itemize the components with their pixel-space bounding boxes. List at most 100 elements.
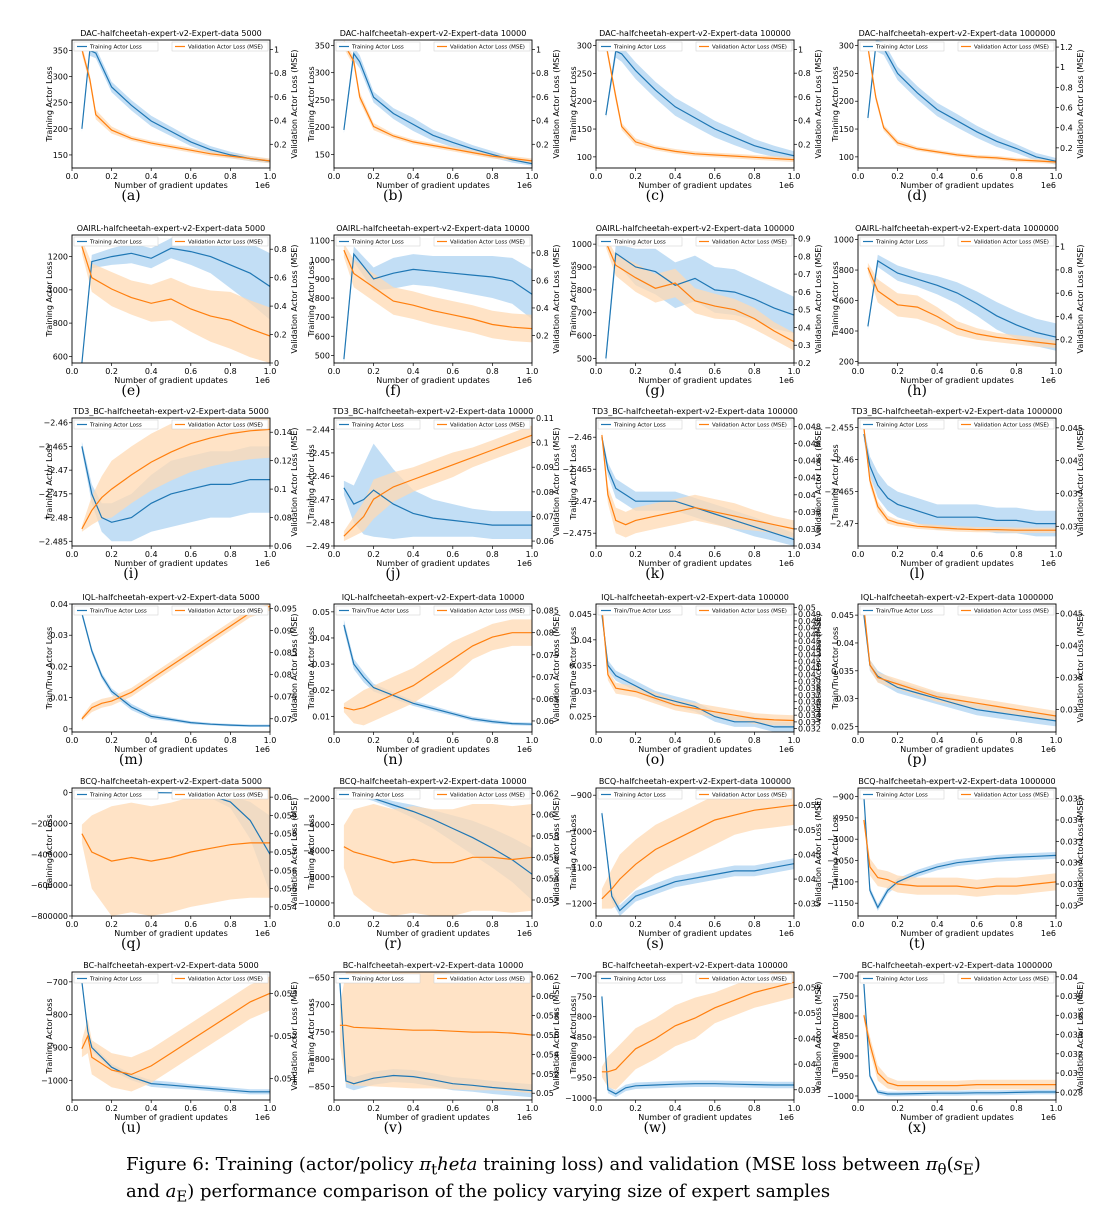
y-tick-label: 1100 xyxy=(310,237,330,246)
chart-svg: 0.0 0.2 0.4 0.6 0.8 1.0 −850 −800 −750 −700 −650 0.… xyxy=(307,961,561,1122)
x-tick-label: 0.2 xyxy=(629,172,642,181)
chart-panel: 0.0 0.2 0.4 0.6 0.8 1.0 500 600 700 800 900 1000 0.2… xyxy=(524,213,823,409)
x-tick-label: 0.8 xyxy=(224,550,237,559)
x-tick-label: 0.4 xyxy=(145,1104,158,1113)
y-tick-label: −950 xyxy=(570,1074,592,1083)
x-tick-label: 0.4 xyxy=(145,920,158,929)
y-tick-label: 350 xyxy=(315,41,330,50)
training-loss-line xyxy=(863,796,1056,909)
validation-loss-line xyxy=(605,241,794,343)
y2-tick-label: 0.4 xyxy=(798,117,811,126)
y-tick-label: −2000 xyxy=(303,794,330,803)
training-loss-line xyxy=(81,247,270,363)
y2-tick-label: 0.2 xyxy=(1060,144,1073,153)
y2-tick-label: 0.038 xyxy=(1060,992,1083,1001)
x-axis-label: Number of gradient updates xyxy=(376,559,490,568)
y2-tick-label: 0.8 xyxy=(1060,266,1073,275)
legend-label-val: Validation Actor Loss (MSE) xyxy=(712,977,787,983)
validation-loss-line xyxy=(863,427,1056,531)
y-tick-label: −800 xyxy=(308,1055,330,1064)
y-tick-label: 0.04 xyxy=(50,600,68,609)
y2-tick-label: 0.044 xyxy=(798,457,821,466)
y-tick-label: −2.48 xyxy=(305,519,330,528)
y-tick-label: −2.47 xyxy=(567,497,592,506)
training-loss-band xyxy=(605,44,794,161)
x-tick-label: 0.4 xyxy=(669,367,682,376)
validation-loss-line xyxy=(601,435,794,530)
x-tick-label: 0.8 xyxy=(486,367,499,376)
chart-svg: 0.0 0.2 0.4 0.6 0.8 1.0 0.025 0.03 0.035 0.04 0.04… xyxy=(831,593,1085,754)
y2-tick-label: 0.6 xyxy=(536,276,549,285)
x-tick-label: 0.0 xyxy=(852,1104,865,1113)
y2-tick-label: 1 xyxy=(536,45,541,54)
plot-area xyxy=(81,238,270,363)
training-loss-line xyxy=(343,252,532,360)
y-tick-label: 150 xyxy=(53,151,68,160)
y-tick-label: −850 xyxy=(308,1082,330,1091)
y-tick-label: 250 xyxy=(839,69,854,78)
legend-label-val: Validation Actor Loss (MSE) xyxy=(450,45,525,51)
y-tick-label: 200 xyxy=(315,123,330,132)
y2-tick-label: 0.06 xyxy=(536,717,554,726)
training-loss-line xyxy=(601,614,794,728)
plot-area xyxy=(343,243,532,363)
axes-frame xyxy=(71,417,271,547)
plot-area xyxy=(81,976,270,1095)
x-tick-label: 0.4 xyxy=(669,172,682,181)
x-tick-label: 0.8 xyxy=(224,367,237,376)
plot-area xyxy=(867,254,1056,351)
legend: Training Actor Loss Validation Actor Loss… xyxy=(73,41,269,52)
x-axis-label: Number of gradient updates xyxy=(114,559,228,568)
y2-axis-label: Validation Actor Loss (MSE) xyxy=(814,613,823,722)
x-tick-label: 1.0 xyxy=(526,736,539,745)
y-tick-label: −2.455 xyxy=(824,424,854,433)
legend: Training Actor Loss Validation Actor Loss… xyxy=(335,236,531,247)
y2-tick-label: 0.062 xyxy=(536,789,559,798)
y2-tick-label: 0.8 xyxy=(1060,83,1073,92)
validation-loss-band xyxy=(343,40,532,164)
y-tick-label: 800 xyxy=(315,294,330,303)
y-axis-label: Training Actor Loss xyxy=(831,998,840,1074)
y-tick-label: −2.45 xyxy=(305,449,330,458)
subfigure-label: (j) xyxy=(385,566,401,582)
y-tick-label: −8000 xyxy=(303,873,330,882)
chart-title: TD3_BC-halfcheetah-expert-v2-Expert-data… xyxy=(591,407,798,416)
x-tick-label: 0.6 xyxy=(184,736,197,745)
x-tick-label: 0.0 xyxy=(66,920,79,929)
y2-tick-label: 0.052 xyxy=(536,1070,559,1079)
chart-title: IQL-halfcheetah-expert-v2-Expert-data 10… xyxy=(342,593,525,602)
y-tick-label: −850 xyxy=(570,1033,592,1042)
legend-label-train: Training Actor Loss xyxy=(351,793,404,799)
y-tick-label: 1000 xyxy=(310,256,330,265)
y-tick-label: 0.01 xyxy=(50,694,68,703)
validation-loss-line xyxy=(81,605,270,720)
y2-tick-label: 0.042 xyxy=(798,657,821,666)
validation-loss-band xyxy=(601,788,794,909)
y-tick-label: 800 xyxy=(839,266,854,275)
legend-label-val: Validation Actor Loss (MSE) xyxy=(188,977,263,983)
y-tick-label: −1000 xyxy=(827,835,854,844)
chart-panel: 0.0 0.2 0.4 0.6 0.8 1.0 −800000 −600000 −400000 −… xyxy=(0,766,299,962)
chart-panel: 0.0 0.2 0.4 0.6 0.8 1.0 −1000 −950 −900 −850 −800 −… xyxy=(524,950,823,1146)
x-axis-unit: 1e6 xyxy=(255,559,270,568)
y-axis-label: Training Actor Loss xyxy=(307,814,316,890)
chart-panel: 0.0 0.2 0.4 0.6 0.8 1.0 150 200 250 300 350 0.2 0.4 0… xyxy=(0,18,299,214)
x-tick-label: 0.4 xyxy=(669,920,682,929)
x-tick-label: 0.8 xyxy=(748,920,761,929)
legend-label-val: Validation Actor Loss (MSE) xyxy=(974,793,1049,799)
plot-area xyxy=(601,972,794,1098)
chart-title: BC-halfcheetah-expert-v2-Expert-data 100… xyxy=(343,961,524,970)
axes-frame xyxy=(595,971,795,1101)
chart-panel: 0.0 0.2 0.4 0.6 0.8 1.0 200 400 600 800 1000 0.2 0.4… xyxy=(786,213,1085,409)
y-tick-label: −700 xyxy=(832,972,854,981)
validation-loss-line xyxy=(601,607,794,722)
subfigure-label: (n) xyxy=(383,752,403,768)
axes-frame xyxy=(71,39,271,169)
y-tick-label: 0.025 xyxy=(569,713,592,722)
y2-axis-label: Validation Actor Loss (MSE) xyxy=(552,797,561,906)
axes-frame xyxy=(333,234,533,364)
y-tick-label: 800 xyxy=(53,319,68,328)
x-tick-label: 0.6 xyxy=(446,736,459,745)
y-tick-label: −2.475 xyxy=(38,490,68,499)
y2-tick-label: 0.037 xyxy=(798,691,821,700)
